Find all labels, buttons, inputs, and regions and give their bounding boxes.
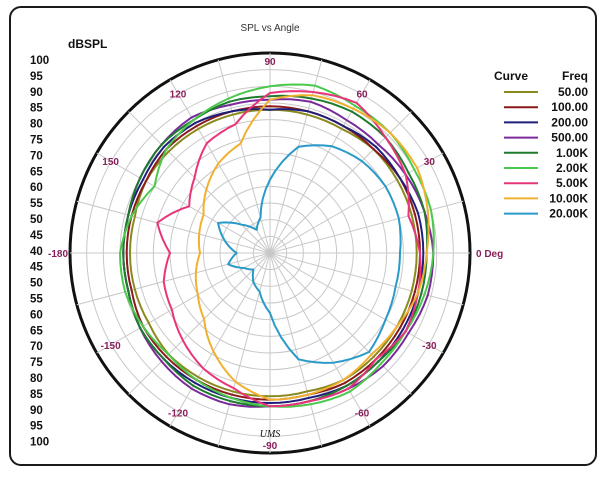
- legend-label: 100.00: [551, 100, 588, 114]
- grid-spoke-150: [96, 152, 271, 254]
- legend-label: 5.00K: [556, 176, 588, 190]
- r-tick-label: 50: [30, 214, 43, 226]
- r-tick-label: 65: [30, 325, 43, 337]
- grid-spoke-135: [128, 111, 271, 254]
- angle-label: -30: [422, 341, 437, 352]
- r-tick-label: 100: [30, 437, 49, 449]
- grid-spoke-165: [76, 200, 271, 254]
- legend-label: 2.00K: [556, 161, 588, 175]
- grid-spoke-255: [217, 252, 271, 447]
- legend-label: 50.00: [558, 85, 588, 99]
- grid-spoke-210: [96, 252, 271, 354]
- legend-label: 1.00K: [556, 146, 588, 160]
- legend-label: 10.00K: [549, 191, 588, 205]
- grid-spoke-45: [269, 111, 412, 254]
- legend-header-freq: Freq: [562, 69, 588, 83]
- angle-label: -120: [168, 408, 188, 419]
- angle-label: -90: [263, 441, 278, 452]
- r-tick-label: 95: [30, 421, 43, 433]
- grid-spoke-300: [269, 252, 371, 427]
- r-tick-label: 85: [30, 103, 43, 115]
- r-tick-label: 80: [30, 119, 43, 131]
- r-tick-label: 95: [30, 71, 43, 83]
- r-tick-label: 70: [30, 150, 43, 162]
- r-tick-label: 55: [30, 294, 43, 306]
- legend-label: 500.00: [551, 131, 588, 145]
- curve-1.00K: [122, 94, 429, 408]
- grid-spoke-345: [269, 252, 464, 306]
- angle-label: 60: [356, 90, 368, 101]
- curve-20.00K: [217, 144, 402, 364]
- labels: SPL vs Angle dBSPL 100 95 90 85 80 75 70 65 60 55 50…: [30, 23, 503, 452]
- r-tick-label: 60: [30, 182, 43, 194]
- curve-10.00K: [194, 94, 430, 401]
- angle-label: 150: [102, 157, 119, 168]
- r-tick-label: 75: [30, 357, 43, 369]
- angle-label: -60: [355, 408, 370, 419]
- legend-label: 200.00: [551, 115, 588, 129]
- angle-label: 0 Deg: [476, 249, 503, 260]
- r-tick-label: 80: [30, 373, 43, 385]
- grid-spoke-225: [128, 252, 271, 395]
- legend-header-curve: Curve: [494, 69, 528, 83]
- grid-spoke-105: [217, 59, 271, 254]
- r-tick-label: 45: [30, 230, 43, 242]
- r-tick-label: 75: [30, 135, 43, 147]
- angle-label: 30: [424, 157, 436, 168]
- curve-2.00K: [119, 83, 435, 408]
- r-tick-label: 50: [30, 278, 43, 290]
- r-axis-label: dBSPL: [68, 37, 107, 51]
- angle-label: 90: [264, 57, 276, 68]
- grid-spoke-330: [269, 252, 444, 354]
- grid-spoke-195: [76, 252, 271, 306]
- angle-label: -150: [101, 341, 121, 352]
- r-tick-label: 90: [30, 87, 43, 99]
- grid-spoke-315: [269, 252, 412, 395]
- r-tick-label: 70: [30, 341, 43, 353]
- grid-spoke-120: [169, 79, 271, 254]
- curves: [119, 83, 435, 408]
- legend-label: 20.00K: [549, 207, 588, 221]
- r-tick-label: 60: [30, 309, 43, 321]
- r-tick-label: 90: [30, 405, 43, 417]
- annotation-text: UMS: [260, 429, 281, 440]
- r-tick-label: 85: [30, 389, 43, 401]
- grid-spoke-285: [269, 252, 323, 447]
- chart-title: SPL vs Angle: [240, 23, 300, 34]
- chart-frame: [9, 6, 597, 466]
- r-tick-label: 65: [30, 166, 43, 178]
- r-tick-label: 55: [30, 198, 43, 210]
- angle-label: -180: [48, 249, 68, 260]
- r-tick-label: 40: [30, 246, 43, 258]
- curve-5.00K: [156, 90, 422, 408]
- r-tick-label: 45: [30, 262, 43, 274]
- r-tick-label: 100: [30, 55, 49, 67]
- angle-label: 120: [170, 90, 187, 101]
